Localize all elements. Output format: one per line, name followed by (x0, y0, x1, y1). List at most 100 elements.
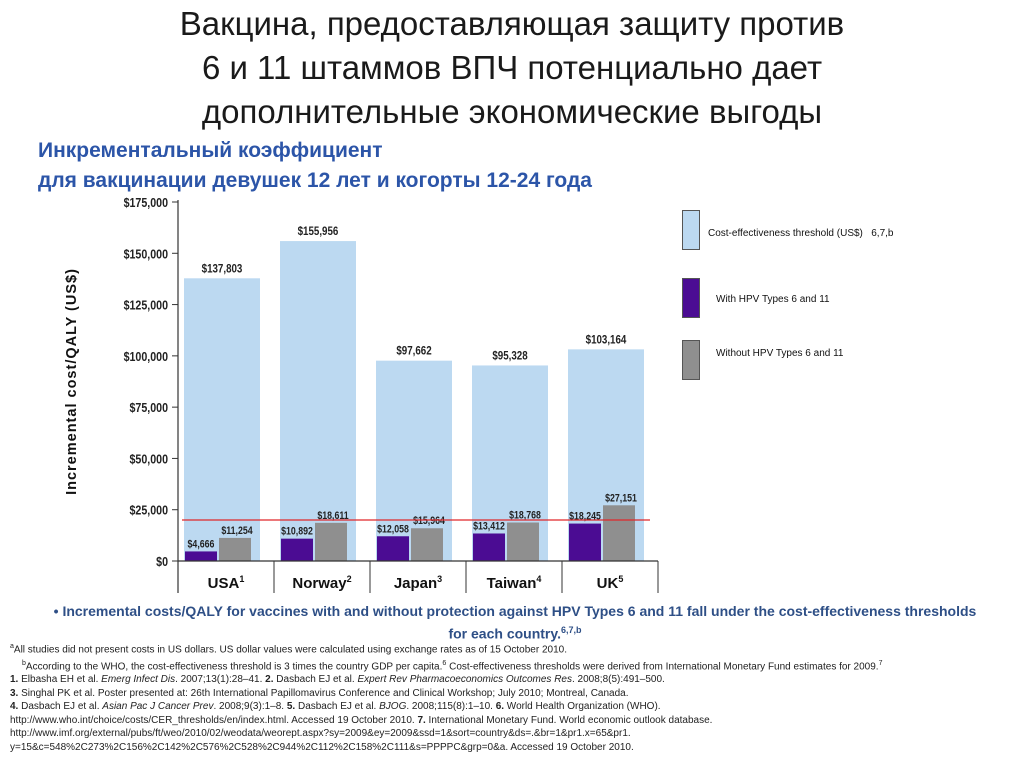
references-line-2: 3. Singhal PK et al. Poster presented at… (10, 687, 1020, 700)
references-line-4: http://www.who.int/choice/costs/CER_thre… (10, 714, 1020, 727)
summary-sup: 6,7,b (561, 625, 582, 635)
ref-number: 3. (10, 687, 19, 699)
x-tick-label: USA1 (208, 574, 245, 592)
footnote-mark: 7 (878, 659, 883, 667)
ref-text: World Health Organization (WHO). (504, 701, 661, 713)
legend-sup: 6,7,b (871, 228, 894, 239)
bar-without-hpv (603, 505, 635, 561)
title-line: 6 и 11 штаммов ВПЧ потенциально дает (201, 49, 823, 86)
y-tick-label: $0 (156, 554, 168, 569)
x-tick-superscript: 2 (347, 574, 352, 584)
ref-url: http://www.imf.org/external/pubs/ft/weo/… (10, 728, 631, 740)
footnote-a: aAll studies did not present costs in US… (10, 640, 1020, 657)
data-label-with: $10,892 (281, 526, 313, 538)
y-tick-label: $150,000 (124, 246, 169, 261)
footnote-mark: 6 (442, 659, 447, 667)
ref-text: Singhal PK et al. Poster presented at: 2… (18, 687, 629, 699)
ref-text: Dasbach EJ et al. (295, 701, 380, 713)
ref-text: Dasbach EJ et al. (273, 674, 358, 686)
ref-text: . 2008;8(5):491–500. (571, 674, 665, 686)
chart-subtitle: Инкрементальный коэффициент для вакцинац… (38, 136, 758, 196)
references-line-5: http://www.imf.org/external/pubs/ft/weo/… (10, 727, 1020, 740)
data-label-threshold: $103,164 (586, 334, 627, 347)
ref-number: 1. (10, 674, 19, 686)
bar-threshold (184, 278, 260, 561)
bullet: • (53, 603, 59, 619)
x-tick-superscript: 5 (618, 574, 623, 584)
y-tick-label: $100,000 (124, 349, 169, 364)
footnote-text: According to the WHO, the cost-effective… (25, 661, 443, 673)
title-line: Вакцина, предоставляющая защиту против (179, 5, 845, 42)
y-tick-label: $75,000 (129, 400, 168, 415)
data-label-without: $11,254 (221, 525, 253, 537)
legend-label-text: Cost-effectiveness threshold (US$) (708, 228, 863, 239)
ref-url: y=15&c=548%2C273%2C156%2C142%2C576%2C528… (10, 741, 634, 753)
ref-text: . 2007;13(1):28–41. (175, 674, 266, 686)
x-tick-label: Taiwan4 (487, 574, 542, 592)
data-label-threshold: $95,328 (492, 350, 527, 363)
data-label-with: $4,666 (188, 539, 215, 551)
data-label-without: $27,151 (605, 492, 637, 504)
legend-swatch-threshold (682, 210, 700, 250)
bar-with-hpv (281, 538, 313, 561)
footnote-text: All studies did not present costs in US … (13, 644, 567, 656)
data-label-with: $12,058 (377, 523, 409, 535)
ref-journal: Expert Rev Pharmacoeconomics Outcomes Re… (357, 674, 572, 686)
bar-without-hpv (507, 522, 539, 561)
x-tick-superscript: 3 (437, 574, 442, 584)
bar-without-hpv (315, 522, 347, 561)
summary-body: Incremental costs/QALY for vaccines with… (62, 603, 977, 642)
legend-label: Cost-effectiveness threshold (US$) 6,7,b (708, 228, 893, 239)
subtitle-line: для вакцинации девушек 12 лет и когорты … (38, 169, 592, 192)
footnotes: aAll studies did not present costs in US… (10, 640, 1020, 754)
ref-text: http://www.who.int/choice/costs/CER_thre… (10, 714, 418, 726)
data-label-without: $18,611 (317, 510, 349, 522)
y-tick-label: $50,000 (129, 451, 168, 466)
data-label-without: $18,768 (509, 510, 541, 522)
footnote-b: bAccording to the WHO, the cost-effectiv… (10, 657, 1020, 674)
ref-number: 2. (265, 674, 274, 686)
ref-number: 5. (286, 701, 296, 713)
legend-label: Without HPV Types 6 and 11 (716, 348, 844, 359)
bar-threshold (280, 241, 356, 561)
slide-title: Вакцина, предоставляющая защиту против 6… (0, 2, 1024, 134)
ref-number: 4. (10, 701, 19, 713)
bar-without-hpv (219, 537, 251, 561)
bar-with-hpv (569, 523, 601, 561)
references-line-6: y=15&c=548%2C273%2C156%2C142%2C576%2C528… (10, 741, 1020, 754)
bar-threshold (376, 360, 452, 561)
legend-swatch-with (682, 278, 700, 318)
x-tick-superscript: 1 (239, 574, 244, 584)
ref-text: International Monetary Fund. World econo… (425, 714, 713, 726)
legend-label: With HPV Types 6 and 11 (716, 294, 830, 305)
references-line-3: 4. Dasbach EJ et al. Asian Pac J Cancer … (10, 700, 1020, 713)
data-label-threshold: $155,956 (298, 225, 339, 238)
bar-with-hpv (473, 533, 505, 561)
data-label-with: $18,245 (569, 511, 601, 523)
references-line-1: 1. Elbasha EH et al. Emerg Infect Dis. 2… (10, 673, 1020, 686)
data-label-with: $13,412 (473, 521, 505, 533)
ref-number: 7. (417, 714, 426, 726)
ref-journal: Emerg Infect Dis (101, 674, 176, 686)
ref-text: Dasbach EJ et al. (18, 701, 103, 713)
bar-chart: $0 $25,000 $50,000 $75,000 $100,000 $125,000 $… (64, 195, 659, 593)
footnote-mark: b (22, 659, 26, 667)
data-label-threshold: $97,662 (396, 345, 431, 358)
x-tick-superscript: 4 (536, 574, 541, 584)
bar-without-hpv (411, 528, 443, 561)
footnote-text: Cost-effectiveness thresholds were deriv… (446, 661, 879, 673)
bar-with-hpv (377, 536, 409, 561)
y-tick-label: $125,000 (124, 298, 169, 313)
summary-text: • Incremental costs/QALY for vaccines wi… (50, 602, 980, 644)
x-tick-label: Japan3 (394, 574, 442, 592)
data-label-threshold: $137,803 (202, 263, 243, 276)
bar-with-hpv (185, 551, 217, 561)
ref-text: . 2008;9(3):1–8. (213, 701, 287, 713)
ref-number: 6. (495, 701, 505, 713)
data-label-without: $15,964 (413, 515, 445, 527)
ref-text: . 2008;115(8):1–10. (406, 701, 496, 713)
legend-swatch-without (682, 340, 700, 380)
ref-journal: BJOG (379, 701, 407, 713)
y-tick-label: $175,000 (124, 195, 169, 210)
ref-journal: Asian Pac J Cancer Prev (102, 701, 214, 713)
